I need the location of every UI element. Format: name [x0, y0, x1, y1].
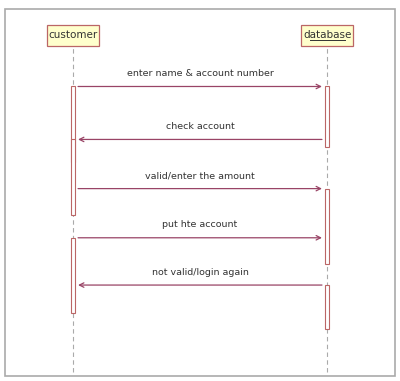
Text: database: database [303, 30, 351, 40]
Bar [70, 139, 75, 215]
Text: check account: check account [166, 122, 234, 131]
Bar [47, 25, 99, 46]
Bar [325, 285, 330, 328]
Bar [301, 25, 353, 46]
Text: not valid/login again: not valid/login again [152, 268, 248, 277]
Bar [325, 189, 330, 264]
Bar [70, 86, 75, 162]
Text: customer: customer [48, 30, 98, 40]
Text: valid/enter the amount: valid/enter the amount [145, 171, 255, 180]
Bar [325, 86, 330, 147]
Text: put hte account: put hte account [162, 221, 238, 229]
Text: enter name & account number: enter name & account number [126, 69, 274, 78]
Bar [70, 238, 75, 314]
